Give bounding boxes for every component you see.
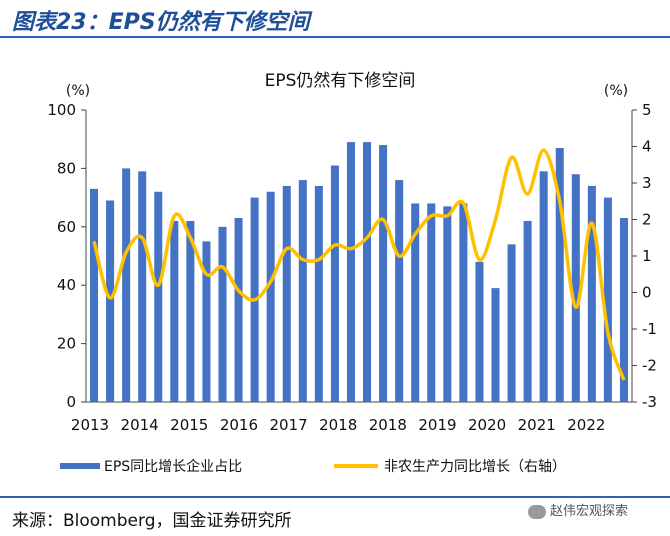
eps-bar	[555, 147, 564, 402]
x-tick-label: 2016	[220, 416, 258, 434]
axes-group: 0 20 40 60 80 100 -3 -2 -1 0 1 2 3 4 5 2013 2014 2015 2016…	[47, 101, 657, 434]
legend-bar-label: EPS同比增长企业占比	[104, 458, 242, 475]
eps-bar	[379, 145, 388, 403]
x-tick-label: 2015	[170, 416, 208, 434]
right-tick-label: 1	[642, 247, 652, 265]
x-tick-label: 2014	[121, 416, 159, 434]
eps-bar	[218, 226, 227, 402]
right-tick-label: -2	[642, 357, 657, 375]
left-tick-label: 0	[66, 393, 76, 411]
watermark: 赵伟宏观探索	[528, 500, 628, 519]
x-tick-label: 2017	[269, 416, 307, 434]
legend-bar-swatch	[60, 463, 100, 469]
chart-title: EPS仍然有下修空间	[265, 71, 416, 91]
eps-bar	[507, 244, 516, 402]
eps-bar	[282, 185, 291, 402]
left-tick-label: 80	[57, 159, 76, 177]
eps-bar	[587, 185, 596, 402]
eps-bar	[266, 191, 275, 402]
eps-bar	[363, 142, 372, 402]
wechat-icon	[528, 504, 546, 519]
chart-canvas: EPS仍然有下修空间 (%) (%) 0 20 40 60 80 100 -3 -2 -1 0 1 2…	[47, 71, 657, 475]
eps-bar	[138, 171, 147, 402]
eps-bar	[603, 197, 612, 402]
left-tick-label: 20	[57, 335, 76, 353]
eps-bar	[475, 261, 484, 402]
right-tick-label: -1	[642, 320, 657, 338]
title-divider	[0, 36, 670, 38]
left-tick-label: 60	[57, 218, 76, 236]
watermark-text: 赵伟宏观探索	[550, 504, 629, 519]
figure-title: 图表23：EPS仍然有下修空间	[12, 10, 310, 35]
line-series	[92, 148, 626, 381]
legend: EPS同比增长企业占比 非农生产力同比增长（右轴）	[60, 458, 566, 475]
productivity-line	[92, 148, 626, 381]
bar-series	[90, 142, 628, 403]
legend-line-label: 非农生产力同比增长（右轴）	[384, 459, 566, 475]
eps-bar	[411, 203, 420, 402]
x-tick-label: 2013	[71, 416, 109, 434]
left-axis-unit: (%)	[66, 83, 90, 99]
eps-bar	[443, 206, 452, 402]
right-tick-label: 3	[642, 174, 652, 192]
right-axis-unit: (%)	[604, 83, 628, 99]
eps-bar	[202, 241, 211, 402]
left-tick-label: 100	[47, 101, 76, 119]
eps-bar	[106, 200, 115, 402]
eps-bar	[298, 180, 307, 402]
eps-bar	[539, 171, 548, 402]
eps-bar	[459, 203, 468, 402]
right-tick-label: 0	[642, 284, 652, 302]
eps-bar	[90, 188, 99, 402]
eps-bar	[427, 203, 436, 402]
eps-bar	[186, 220, 195, 402]
right-tick-label: 5	[642, 101, 652, 119]
eps-bar	[491, 288, 500, 402]
x-tick-label: 2018	[369, 416, 407, 434]
eps-bar	[314, 185, 323, 402]
eps-bar	[234, 218, 243, 402]
eps-bar	[619, 218, 628, 402]
right-tick-label: 4	[642, 138, 652, 156]
eps-bar	[122, 168, 131, 402]
eps-bar	[395, 180, 404, 402]
right-tick-label: -3	[642, 393, 657, 411]
x-tick-label: 2019	[418, 416, 456, 434]
eps-bar	[330, 165, 339, 402]
x-tick-label: 2022	[567, 416, 605, 434]
eps-bar	[170, 220, 179, 402]
x-tick-label: 2021	[518, 416, 556, 434]
source-note: 来源：Bloomberg，国金证券研究所	[12, 511, 292, 531]
eps-bar	[523, 220, 532, 402]
eps-bar	[346, 142, 355, 402]
left-tick-label: 40	[57, 276, 76, 294]
source-divider	[0, 496, 670, 498]
right-tick-label: 2	[642, 211, 652, 229]
x-tick-label: 2020	[468, 416, 506, 434]
x-tick-label: 2018	[319, 416, 357, 434]
eps-bar	[571, 174, 580, 402]
eps-bar	[154, 191, 163, 402]
